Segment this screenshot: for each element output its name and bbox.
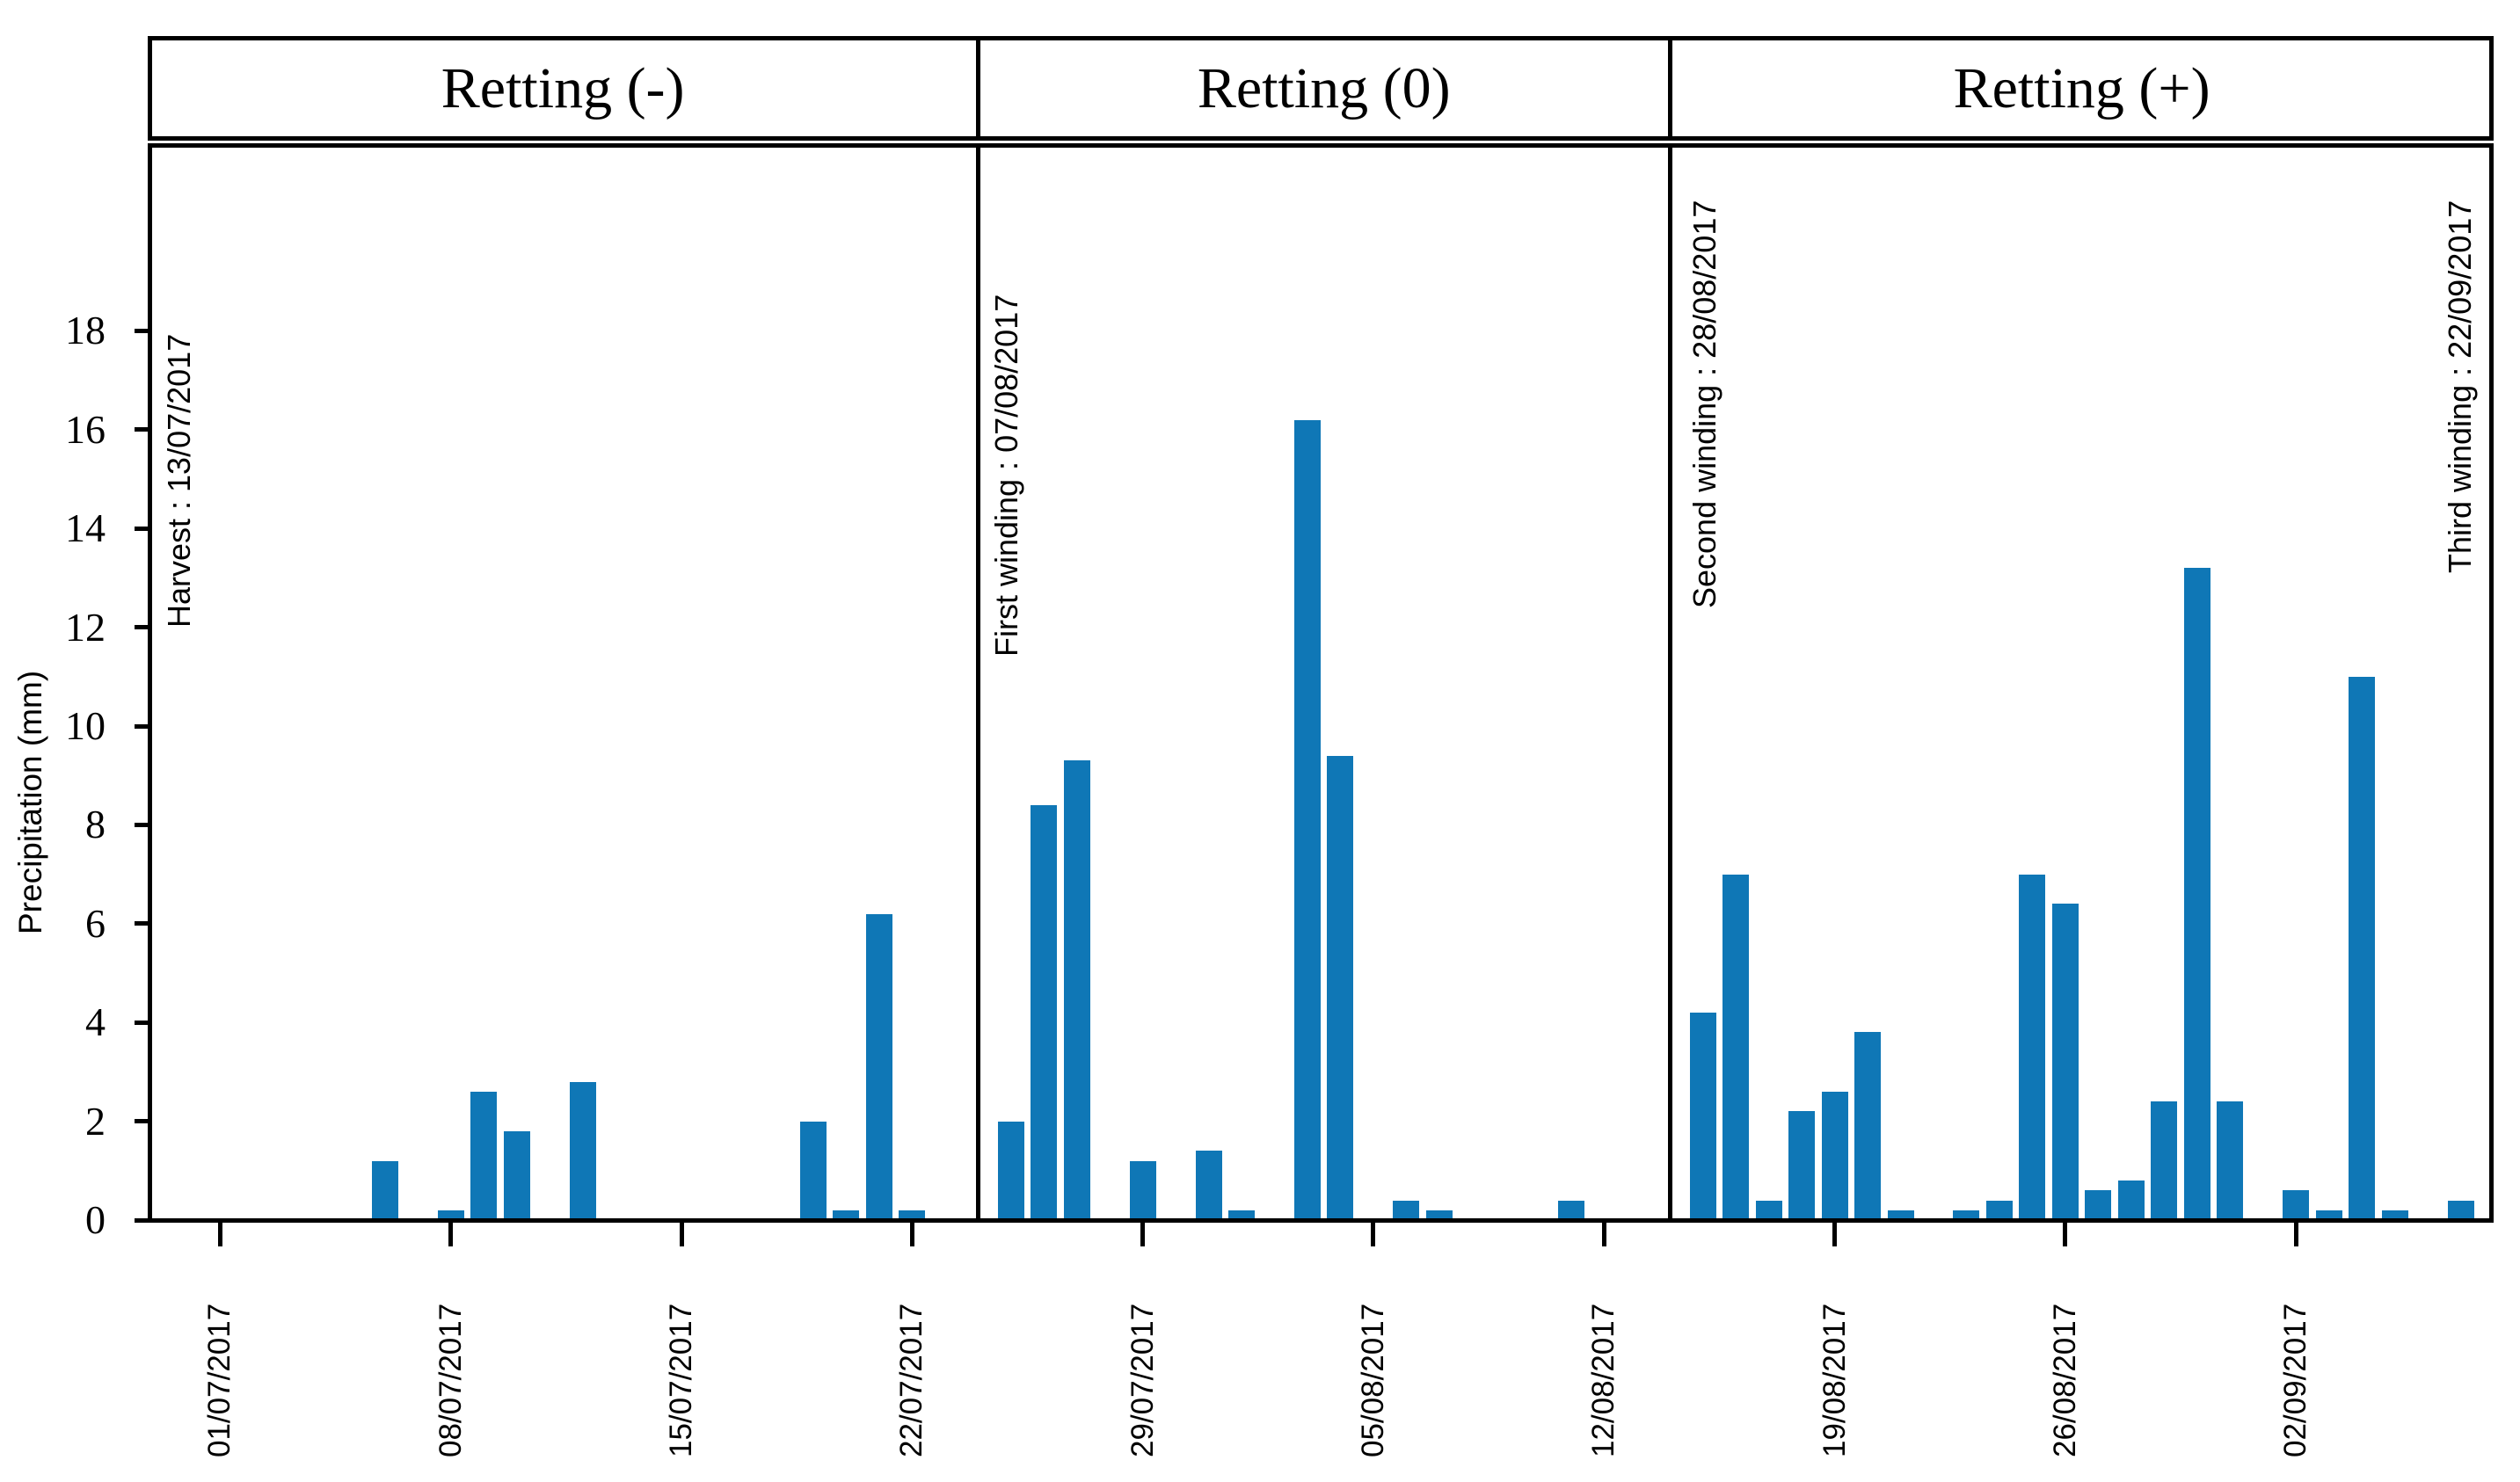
- y-tick-label: 6: [85, 900, 106, 946]
- precipitation-bar: [2151, 1101, 2178, 1220]
- precipitation-bar: [2217, 1101, 2244, 1220]
- x-tick-label: 01/07/2017: [202, 1303, 237, 1457]
- x-tick-label: 12/08/2017: [1586, 1303, 1621, 1457]
- x-tick-mark: [448, 1222, 454, 1246]
- y-tick-mark: [135, 1217, 148, 1223]
- x-tick-label: 19/08/2017: [1817, 1303, 1852, 1457]
- y-tick-mark: [135, 625, 148, 630]
- precipitation-bar: [1327, 755, 1354, 1220]
- y-tick-label: 12: [65, 604, 106, 650]
- precipitation-bar: [1689, 1012, 1716, 1220]
- x-tick-label: 26/08/2017: [2047, 1303, 2082, 1457]
- x-tick-label: 02/09/2017: [2278, 1303, 2313, 1457]
- y-tick-mark: [135, 427, 148, 432]
- precipitation-bar: [2117, 1181, 2145, 1220]
- x-tick-label: 22/07/2017: [894, 1303, 929, 1457]
- x-tick-mark: [1832, 1222, 1838, 1246]
- y-tick-mark: [135, 921, 148, 926]
- precipitation-bar: [1063, 760, 1090, 1220]
- x-tick-mark: [1140, 1222, 1146, 1246]
- precipitation-bar: [1821, 1091, 1848, 1220]
- panel-divider: [975, 36, 980, 141]
- precipitation-bar: [569, 1081, 596, 1220]
- panel-header-band: [148, 36, 2494, 141]
- precipitation-bar: [503, 1130, 530, 1220]
- x-tick-label: 15/07/2017: [664, 1303, 699, 1457]
- x-tick-mark: [1371, 1222, 1376, 1246]
- y-tick-mark: [135, 723, 148, 729]
- precipitation-bar: [1788, 1111, 1816, 1220]
- precipitation-bar: [2349, 676, 2376, 1220]
- precipitation-bar: [1557, 1200, 1584, 1220]
- precipitation-bar: [2381, 1210, 2408, 1220]
- precipitation-bar: [1031, 804, 1058, 1220]
- precipitation-bar: [1393, 1200, 1420, 1220]
- precipitation-bar: [997, 1121, 1024, 1220]
- x-tick-label: 05/08/2017: [1355, 1303, 1390, 1457]
- precipitation-bar: [1854, 1032, 1882, 1220]
- precipitation-bar: [470, 1091, 498, 1220]
- precipitation-bar: [833, 1210, 860, 1220]
- plot-area: [148, 143, 2494, 1223]
- precipitation-bar: [2447, 1200, 2474, 1220]
- precipitation-bar: [1755, 1200, 1782, 1220]
- panel-divider: [1667, 143, 1672, 1223]
- precipitation-bar: [899, 1210, 926, 1220]
- panel-divider: [1667, 36, 1672, 141]
- precipitation-bar: [1985, 1200, 2013, 1220]
- precipitation-bar: [1195, 1151, 1222, 1220]
- x-tick-mark: [2293, 1222, 2298, 1246]
- panel-divider: [975, 143, 980, 1223]
- precipitation-bar: [2051, 904, 2079, 1220]
- y-tick-mark: [135, 1119, 148, 1124]
- panel-header-3: Retting (+): [1953, 56, 2210, 120]
- y-tick-label: 18: [65, 308, 106, 353]
- y-tick-label: 10: [65, 703, 106, 748]
- precipitation-bar: [1722, 874, 1750, 1220]
- y-tick-label: 2: [85, 1098, 106, 1144]
- x-tick-mark: [217, 1222, 222, 1246]
- precipitation-bar: [1129, 1160, 1156, 1220]
- panel-header-2: Retting (0): [1197, 56, 1451, 120]
- precipitation-bar: [1887, 1210, 1914, 1220]
- precipitation-bar: [1228, 1210, 1256, 1220]
- y-tick-label: 4: [85, 999, 106, 1045]
- y-tick-mark: [135, 526, 148, 531]
- panel-header-1: Retting (-): [441, 56, 685, 120]
- x-tick-mark: [679, 1222, 684, 1246]
- y-tick-mark: [135, 1020, 148, 1025]
- y-tick-label: 0: [85, 1197, 106, 1242]
- y-tick-mark: [135, 822, 148, 827]
- y-tick-label: 16: [65, 406, 106, 452]
- precipitation-bar: [437, 1210, 464, 1220]
- y-tick-label: 8: [85, 802, 106, 847]
- precipitation-bar: [2019, 874, 2046, 1220]
- x-tick-label: 29/07/2017: [1125, 1303, 1160, 1457]
- precipitation-bar: [1294, 419, 1321, 1220]
- x-tick-mark: [909, 1222, 914, 1246]
- precipitation-bar: [2183, 568, 2210, 1220]
- precipitation-bar: [865, 913, 892, 1220]
- precipitation-bar: [2315, 1210, 2342, 1220]
- precipitation-bar: [1953, 1210, 1980, 1220]
- y-tick-mark: [135, 328, 148, 333]
- x-tick-mark: [2063, 1222, 2068, 1246]
- x-tick-label: 08/07/2017: [433, 1303, 468, 1457]
- precipitation-bar: [371, 1160, 398, 1220]
- precipitation-bar: [2283, 1190, 2310, 1220]
- y-tick-label: 14: [65, 505, 106, 551]
- precipitation-bar: [2085, 1190, 2112, 1220]
- precipitation-bar: [1425, 1210, 1453, 1220]
- precipitation-bar: [799, 1121, 827, 1220]
- x-tick-mark: [1601, 1222, 1606, 1246]
